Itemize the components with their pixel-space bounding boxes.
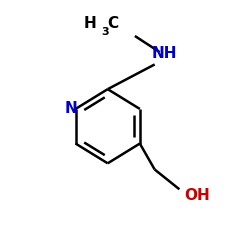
Text: 3: 3 [102, 27, 109, 37]
Text: N: N [65, 102, 78, 116]
Text: C: C [108, 16, 119, 31]
Text: OH: OH [184, 188, 210, 203]
Text: H: H [84, 16, 96, 31]
Text: NH: NH [152, 46, 177, 61]
